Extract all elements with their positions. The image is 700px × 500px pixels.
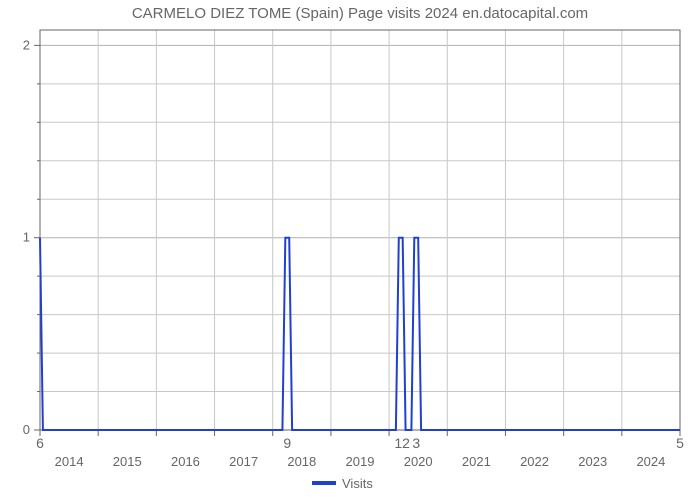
x-tick-label: 2014 bbox=[55, 454, 84, 469]
legend-label: Visits bbox=[342, 476, 373, 491]
spike-annotation: 5 bbox=[676, 435, 684, 451]
spike-annotation: 12 bbox=[394, 435, 410, 451]
x-tick-label: 2015 bbox=[113, 454, 142, 469]
x-tick-label: 2022 bbox=[520, 454, 549, 469]
spike-annotation: 3 bbox=[412, 435, 420, 451]
chart-bg bbox=[0, 0, 700, 500]
spike-annotation: 6 bbox=[36, 435, 44, 451]
x-tick-label: 2018 bbox=[287, 454, 316, 469]
legend-swatch bbox=[312, 481, 336, 485]
x-tick-label: 2017 bbox=[229, 454, 258, 469]
x-tick-label: 2024 bbox=[636, 454, 665, 469]
x-tick-label: 2016 bbox=[171, 454, 200, 469]
chart-title: CARMELO DIEZ TOME (Spain) Page visits 20… bbox=[132, 5, 588, 22]
chart-container: { "chart": { "type": "line", "title": "C… bbox=[0, 0, 700, 500]
x-tick-label: 2023 bbox=[578, 454, 607, 469]
y-tick-label: 0 bbox=[23, 422, 30, 437]
x-tick-label: 2020 bbox=[404, 454, 433, 469]
y-tick-label: 2 bbox=[23, 37, 30, 52]
spike-annotation: 9 bbox=[283, 435, 291, 451]
y-tick-label: 1 bbox=[23, 230, 30, 245]
chart-svg: CARMELO DIEZ TOME (Spain) Page visits 20… bbox=[0, 0, 700, 500]
x-tick-label: 2021 bbox=[462, 454, 491, 469]
x-tick-label: 2019 bbox=[346, 454, 375, 469]
